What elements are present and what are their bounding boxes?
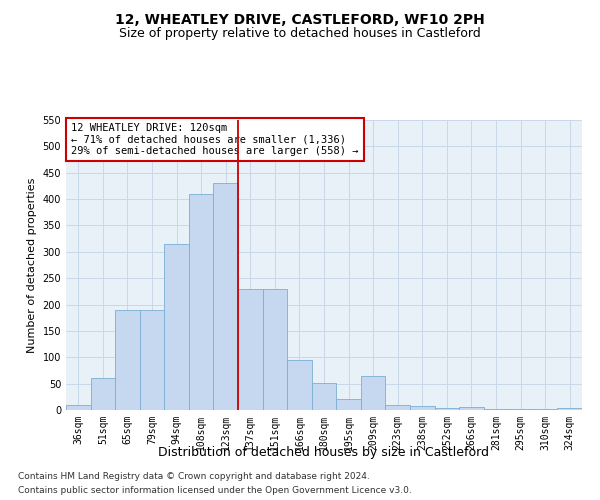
Bar bbox=[459, 408, 484, 410]
Bar bbox=[434, 408, 459, 410]
Bar bbox=[385, 404, 410, 410]
Bar bbox=[238, 288, 263, 410]
Text: Distribution of detached houses by size in Castleford: Distribution of detached houses by size … bbox=[158, 446, 490, 459]
Bar bbox=[336, 400, 361, 410]
Bar bbox=[312, 382, 336, 410]
Bar bbox=[263, 288, 287, 410]
Bar bbox=[484, 409, 508, 410]
Bar bbox=[115, 310, 140, 410]
Bar bbox=[557, 408, 582, 410]
Bar bbox=[214, 184, 238, 410]
Bar bbox=[91, 378, 115, 410]
Text: Size of property relative to detached houses in Castleford: Size of property relative to detached ho… bbox=[119, 28, 481, 40]
Bar bbox=[410, 406, 434, 410]
Bar bbox=[164, 244, 189, 410]
Bar bbox=[189, 194, 214, 410]
Bar bbox=[361, 376, 385, 410]
Text: 12, WHEATLEY DRIVE, CASTLEFORD, WF10 2PH: 12, WHEATLEY DRIVE, CASTLEFORD, WF10 2PH bbox=[115, 12, 485, 26]
Text: 12 WHEATLEY DRIVE: 120sqm
← 71% of detached houses are smaller (1,336)
29% of se: 12 WHEATLEY DRIVE: 120sqm ← 71% of detac… bbox=[71, 123, 359, 156]
Text: Contains HM Land Registry data © Crown copyright and database right 2024.: Contains HM Land Registry data © Crown c… bbox=[18, 472, 370, 481]
Text: Contains public sector information licensed under the Open Government Licence v3: Contains public sector information licen… bbox=[18, 486, 412, 495]
Bar bbox=[287, 360, 312, 410]
Y-axis label: Number of detached properties: Number of detached properties bbox=[27, 178, 37, 352]
Bar bbox=[66, 404, 91, 410]
Bar bbox=[140, 310, 164, 410]
